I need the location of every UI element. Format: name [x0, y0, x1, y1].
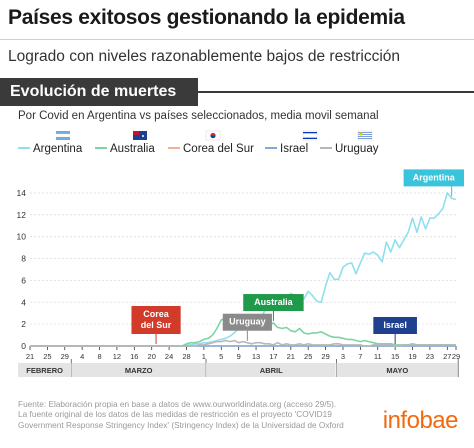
australia-flag-icon — [133, 131, 147, 140]
x-tick-label: 11 — [374, 352, 382, 361]
x-tick-label: 25 — [43, 352, 51, 361]
month-band — [71, 363, 206, 377]
y-tick-label: 4 — [21, 297, 26, 307]
y-tick-label: 0 — [21, 341, 26, 351]
annotation-label: Corea — [143, 309, 170, 319]
annotation-label: Australia — [254, 297, 294, 307]
x-tick-label: 1 — [202, 352, 206, 361]
footer-line: La fuente original de los datos de las m… — [18, 409, 332, 420]
annotation-label: Uruguay — [229, 317, 266, 327]
x-tick-label: 29 — [321, 352, 329, 361]
y-tick-label: 2 — [21, 319, 26, 329]
x-tick-label: 13 — [252, 352, 260, 361]
x-tick-label: 12 — [113, 352, 121, 361]
x-tick-label: 29 — [61, 352, 69, 361]
y-tick-label: 8 — [21, 254, 26, 264]
legend-label: Corea del Sur — [183, 143, 254, 155]
legend-label: Uruguay — [335, 143, 379, 155]
x-tick-label: 4 — [80, 352, 84, 361]
annotation-label: del Sur — [141, 320, 172, 330]
annotation-box — [373, 317, 417, 334]
x-tick-label: 19 — [408, 352, 416, 361]
y-tick-label: 12 — [17, 210, 27, 220]
x-tick-label: 16 — [130, 352, 138, 361]
deaths-line-chart: Argentina Australia Corea del Sur Israel Uru… — [17, 130, 464, 377]
legend-label: Australia — [110, 143, 155, 155]
section-rule — [198, 91, 474, 93]
chart-description: Por Covid en Argentina vs países selecci… — [18, 110, 379, 122]
x-tick-label: 7 — [358, 352, 362, 361]
y-tick-label: 6 — [21, 275, 26, 285]
page-subtitle: Logrado con niveles razonablemente bajos… — [8, 48, 401, 65]
legend-label: Israel — [280, 143, 308, 155]
month-label: FEBRERO — [26, 366, 63, 375]
footer-source: Fuente: Elaboración propia en base a dat… — [18, 399, 344, 430]
south-korea-flag-icon — [205, 130, 221, 141]
section-title: Evolución de muertes — [0, 78, 198, 106]
month-label: ABRIL — [260, 366, 283, 375]
series-line-uruguay — [30, 339, 456, 347]
annotation-label: Argentina — [413, 172, 456, 182]
legend-label: Argentina — [33, 143, 83, 155]
x-tick-label: 20 — [148, 352, 156, 361]
y-tick-label: 14 — [17, 188, 27, 198]
x-tick-label: 21 — [287, 352, 295, 361]
x-tick-label: 24 — [165, 352, 173, 361]
month-label: MARZO — [125, 366, 153, 375]
x-tick-label: 9 — [237, 352, 241, 361]
x-tick-label: 5 — [219, 352, 223, 361]
argentina-flag-icon — [55, 131, 71, 140]
brand-logo: infobae — [382, 407, 459, 434]
divider — [0, 39, 474, 40]
annotation-label: Israel — [383, 320, 407, 330]
x-tick-label: 25 — [304, 352, 312, 361]
month-band — [206, 363, 336, 377]
month-band — [336, 363, 458, 377]
uruguay-flag-icon — [357, 130, 373, 141]
month-band — [18, 363, 71, 377]
x-tick-label: 28 — [182, 352, 190, 361]
x-tick-label: 8 — [97, 352, 101, 361]
footer-line: Government Response Stringency Index' (S… — [18, 419, 344, 430]
x-tick-label: 23 — [426, 352, 434, 361]
annotation-box — [131, 306, 181, 334]
footer-line: Fuente: Elaboración propia en base a dat… — [18, 399, 337, 409]
annotation-box — [403, 169, 464, 187]
x-tick-label: 17 — [269, 352, 277, 361]
x-tick-label: 21 — [26, 352, 34, 361]
x-tick-label: 3 — [341, 352, 345, 361]
annotation-box — [243, 294, 304, 312]
y-tick-label: 10 — [17, 232, 27, 242]
x-tick-label: 15 — [391, 352, 399, 361]
month-label: MAYO — [386, 366, 408, 375]
x-tick-label: 27 — [443, 352, 451, 361]
annotation-box — [222, 313, 272, 331]
page-title: Países exitosos gestionando la epidemia — [8, 6, 405, 29]
x-tick-label: 29 — [452, 352, 460, 361]
israel-flag-icon — [302, 130, 318, 141]
